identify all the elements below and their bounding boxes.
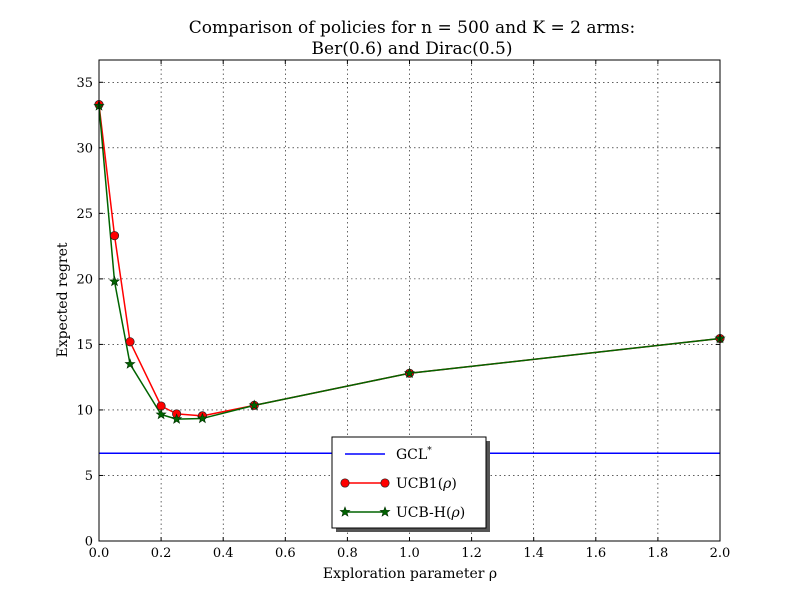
x-tick-label: 1.4	[523, 546, 544, 561]
x-tick-label: 1.2	[461, 546, 482, 561]
x-axis-label: Exploration parameter ρ	[323, 566, 497, 582]
y-tick-label: 5	[85, 469, 93, 484]
data-point-ucbh	[108, 275, 121, 287]
y-tick-label: 35	[76, 76, 93, 91]
y-tick-label: 25	[76, 207, 93, 222]
legend-ucb1-marker-right	[380, 478, 390, 488]
legend-ucb1-main: UCB1(	[396, 476, 443, 492]
legend: GCL* UCB1(ρ) UCB-H(ρ)	[331, 436, 490, 532]
x-tick-label: 0.0	[89, 546, 110, 561]
data-point-ucbh	[196, 412, 208, 424]
legend-ucbh-marker-right	[379, 506, 391, 517]
x-tick-label: 1.8	[648, 546, 669, 561]
x-tick-label: 1.0	[399, 546, 420, 561]
x-tick-label: 0.4	[213, 546, 234, 561]
data-point-ucb1	[125, 337, 135, 347]
legend-ucb1-marker-left	[340, 478, 350, 488]
x-tick-label: 0.8	[337, 546, 358, 561]
x-tick-label: 2.0	[710, 546, 731, 561]
legend-ucb1-label: UCB1(ρ)	[396, 476, 457, 492]
data-point-ucbh	[124, 358, 136, 369]
chart-subtitle: Ber(0.6) and Dirac(0.5)	[312, 39, 513, 59]
chart-title: Comparison of policies for n = 500 and K…	[189, 18, 635, 38]
legend-gcl-label: GCL*	[396, 446, 432, 463]
legend-gcl-sup: *	[427, 446, 432, 456]
y-tick-label: 30	[76, 141, 93, 156]
y-tick-label: 0	[85, 535, 93, 550]
y-tick-label: 10	[76, 403, 93, 418]
legend-ucbh-main: UCB-H(	[396, 505, 451, 521]
y-tick-label: 15	[76, 338, 93, 353]
data-point-ucbh	[248, 399, 260, 411]
legend-ucbh-rho: ρ	[450, 505, 460, 521]
series-markers	[93, 100, 726, 424]
data-point-ucbh	[171, 413, 183, 424]
legend-ucb1-rho: ρ	[442, 476, 452, 492]
y-tick-label: 20	[76, 272, 93, 287]
legend-ucb1-close: )	[451, 476, 456, 492]
x-tick-label: 0.2	[151, 546, 172, 561]
legend-ucbh-label: UCB-H(ρ)	[396, 505, 465, 521]
legend-ucbh-close: )	[460, 505, 465, 521]
y-axis-label: Expected regret	[55, 242, 71, 357]
data-point-ucbh	[155, 408, 167, 420]
x-tick-label: 1.6	[585, 546, 606, 561]
x-tick-label: 0.6	[275, 546, 296, 561]
data-point-ucb1	[109, 231, 120, 241]
y-tick-labels: 0 5 10 15 20 25 30 35	[76, 76, 93, 550]
legend-ucbh-marker-left	[339, 506, 351, 517]
x-tick-labels: 0.0 0.2 0.4 0.6 0.8 1.0 1.2 1.4 1.6 1.8 2.0	[89, 546, 731, 561]
data-point-ucbh	[403, 367, 416, 378]
axis-ticks	[98, 60, 721, 542]
legend-gcl-main: GCL	[396, 447, 427, 463]
chart-title-group: Comparison of policies for n = 500 and K…	[189, 18, 635, 59]
